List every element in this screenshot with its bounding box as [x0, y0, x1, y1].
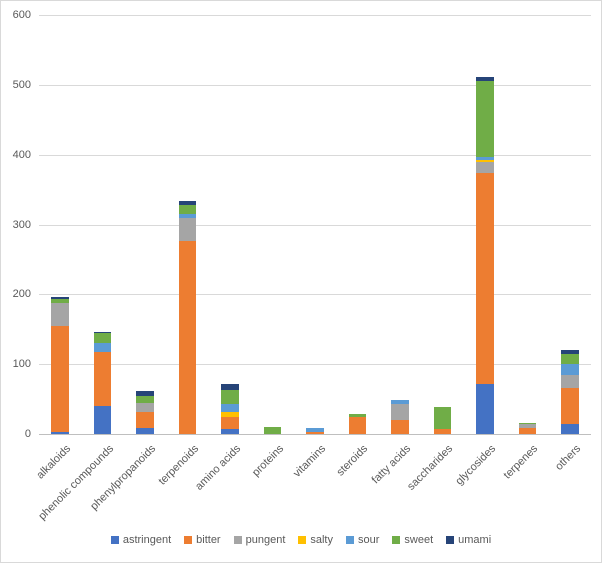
legend-label: sour	[358, 534, 380, 546]
bar-segment-phenylpropanoids-pungent	[136, 402, 154, 412]
bar-segment-steroids-sweet	[348, 414, 367, 418]
y-axis-tick-label: 100	[12, 358, 31, 371]
bar-segment-others-bitter	[561, 387, 579, 424]
bar-segment-terpenes-pungent	[518, 424, 537, 429]
bar-segment-phenolic-compounds-sweet	[93, 333, 112, 344]
bar-segment-alkaloids-astringent	[51, 431, 69, 434]
bar-segment-phenolic-compounds-umami	[93, 332, 112, 334]
bar-segment-saccharides-sweet	[433, 406, 452, 430]
bar-segment-fatty-acids-pungent	[391, 403, 409, 421]
legend-label: salty	[310, 534, 333, 546]
legend-label: umami	[458, 534, 492, 546]
legend-label: sweet	[404, 534, 434, 546]
gridline	[39, 15, 591, 16]
y-axis-tick-label: 400	[12, 148, 31, 161]
bar-segment-terpenoids-bitter	[178, 241, 197, 434]
bar-segment-glycosides-umami	[476, 77, 494, 81]
legend-item-pungent: pungent	[233, 534, 286, 546]
bar-segment-phenylpropanoids-astringent	[136, 428, 154, 434]
gridline	[39, 294, 591, 296]
bar-segment-glycosides-astringent	[476, 383, 494, 434]
chart-legend: astringent bitter pungent salty sour sweet uma…	[1, 532, 601, 548]
bar-segment-saccharides-bitter	[433, 429, 452, 434]
bar-segment-terpenoids-umami	[178, 201, 197, 205]
legend-item-sour: sour	[346, 534, 379, 546]
y-axis-tick-label: 0	[24, 428, 31, 440]
legend-label: bitter	[196, 534, 221, 546]
bar-segment-glycosides-sweet	[476, 80, 494, 158]
bar-segment-glycosides-salty	[476, 160, 494, 163]
bar-segment-alkaloids-bitter	[51, 325, 69, 432]
bar-segment-others-pungent	[561, 375, 579, 388]
bar-segment-phenolic-compounds-astringent	[93, 406, 112, 434]
bar-segment-steroids-bitter	[348, 417, 367, 434]
x-axis-line	[39, 434, 591, 435]
bar-segment-terpenoids-pungent	[178, 217, 197, 242]
bar-segment-fatty-acids-bitter	[391, 420, 409, 434]
bar-segment-alkaloids-umami	[51, 297, 69, 300]
bar-segment-amino-acids-astringent	[221, 429, 239, 434]
bar-segment-glycosides-bitter	[476, 172, 494, 384]
legend-item-umami: umami	[446, 534, 491, 546]
bar-segment-glycosides-pungent	[476, 162, 494, 173]
bar-segment-terpenoids-sour	[178, 214, 197, 218]
bar-segment-others-umami	[561, 350, 579, 355]
bar-segment-phenylpropanoids-bitter	[136, 411, 154, 429]
gridline	[39, 364, 591, 366]
bar-segment-terpenes-bitter	[518, 428, 537, 434]
bar-segment-others-sweet	[561, 354, 579, 365]
legend-swatch-icon	[184, 536, 193, 544]
gridline	[39, 84, 591, 86]
bar-segment-phenolic-compounds-sour	[93, 343, 112, 352]
legend-swatch-icon	[110, 536, 119, 544]
legend-swatch-icon	[346, 536, 354, 544]
legend-swatch-icon	[298, 536, 307, 544]
y-axis-tick-label: 200	[12, 288, 31, 301]
bar-segment-terpenes-sweet	[518, 422, 537, 425]
legend-swatch-icon	[446, 536, 455, 544]
legend-item-bitter: bitter	[184, 534, 221, 546]
legend-swatch-icon	[233, 536, 242, 544]
gridline	[39, 224, 591, 226]
bar-segment-alkaloids-pungent	[51, 302, 69, 326]
bar-segment-terpenoids-sweet	[178, 204, 197, 215]
bar-segment-phenolic-compounds-bitter	[93, 351, 112, 407]
bar-segment-others-astringent	[561, 423, 579, 434]
y-axis-tick-label: 500	[12, 78, 31, 91]
legend-label: astringent	[122, 534, 172, 546]
bar-segment-amino-acids-umami	[221, 384, 239, 390]
legend-item-sweet: sweet	[392, 534, 433, 546]
legend-item-astringent: astringent	[110, 534, 172, 546]
y-axis-tick-label: 300	[12, 218, 31, 231]
bar-segment-others-sour	[561, 364, 579, 376]
bar-segment-vitamins-bitter	[306, 431, 324, 434]
legend-item-salty: salty	[298, 534, 333, 546]
legend-label: pungent	[245, 534, 286, 546]
bar-segment-vitamins-sour	[306, 428, 324, 432]
bar-segment-proteins-sweet	[263, 427, 282, 434]
bar-segment-fatty-acids-sour	[391, 399, 409, 404]
legend-swatch-icon	[392, 536, 401, 544]
bar-segment-glycosides-sour	[476, 157, 494, 161]
bar-segment-phenylpropanoids-umami	[136, 391, 154, 396]
bar-segment-amino-acids-sour	[221, 403, 239, 412]
gridline	[39, 154, 591, 156]
bar-segment-alkaloids-sweet	[51, 299, 69, 303]
y-axis-tick-label: 600	[12, 9, 31, 21]
bar-segment-amino-acids-bitter	[221, 416, 239, 430]
bar-segment-phenylpropanoids-sweet	[136, 395, 154, 403]
bar-segment-amino-acids-sweet	[221, 390, 239, 404]
bar-segment-amino-acids-salty	[221, 411, 239, 417]
